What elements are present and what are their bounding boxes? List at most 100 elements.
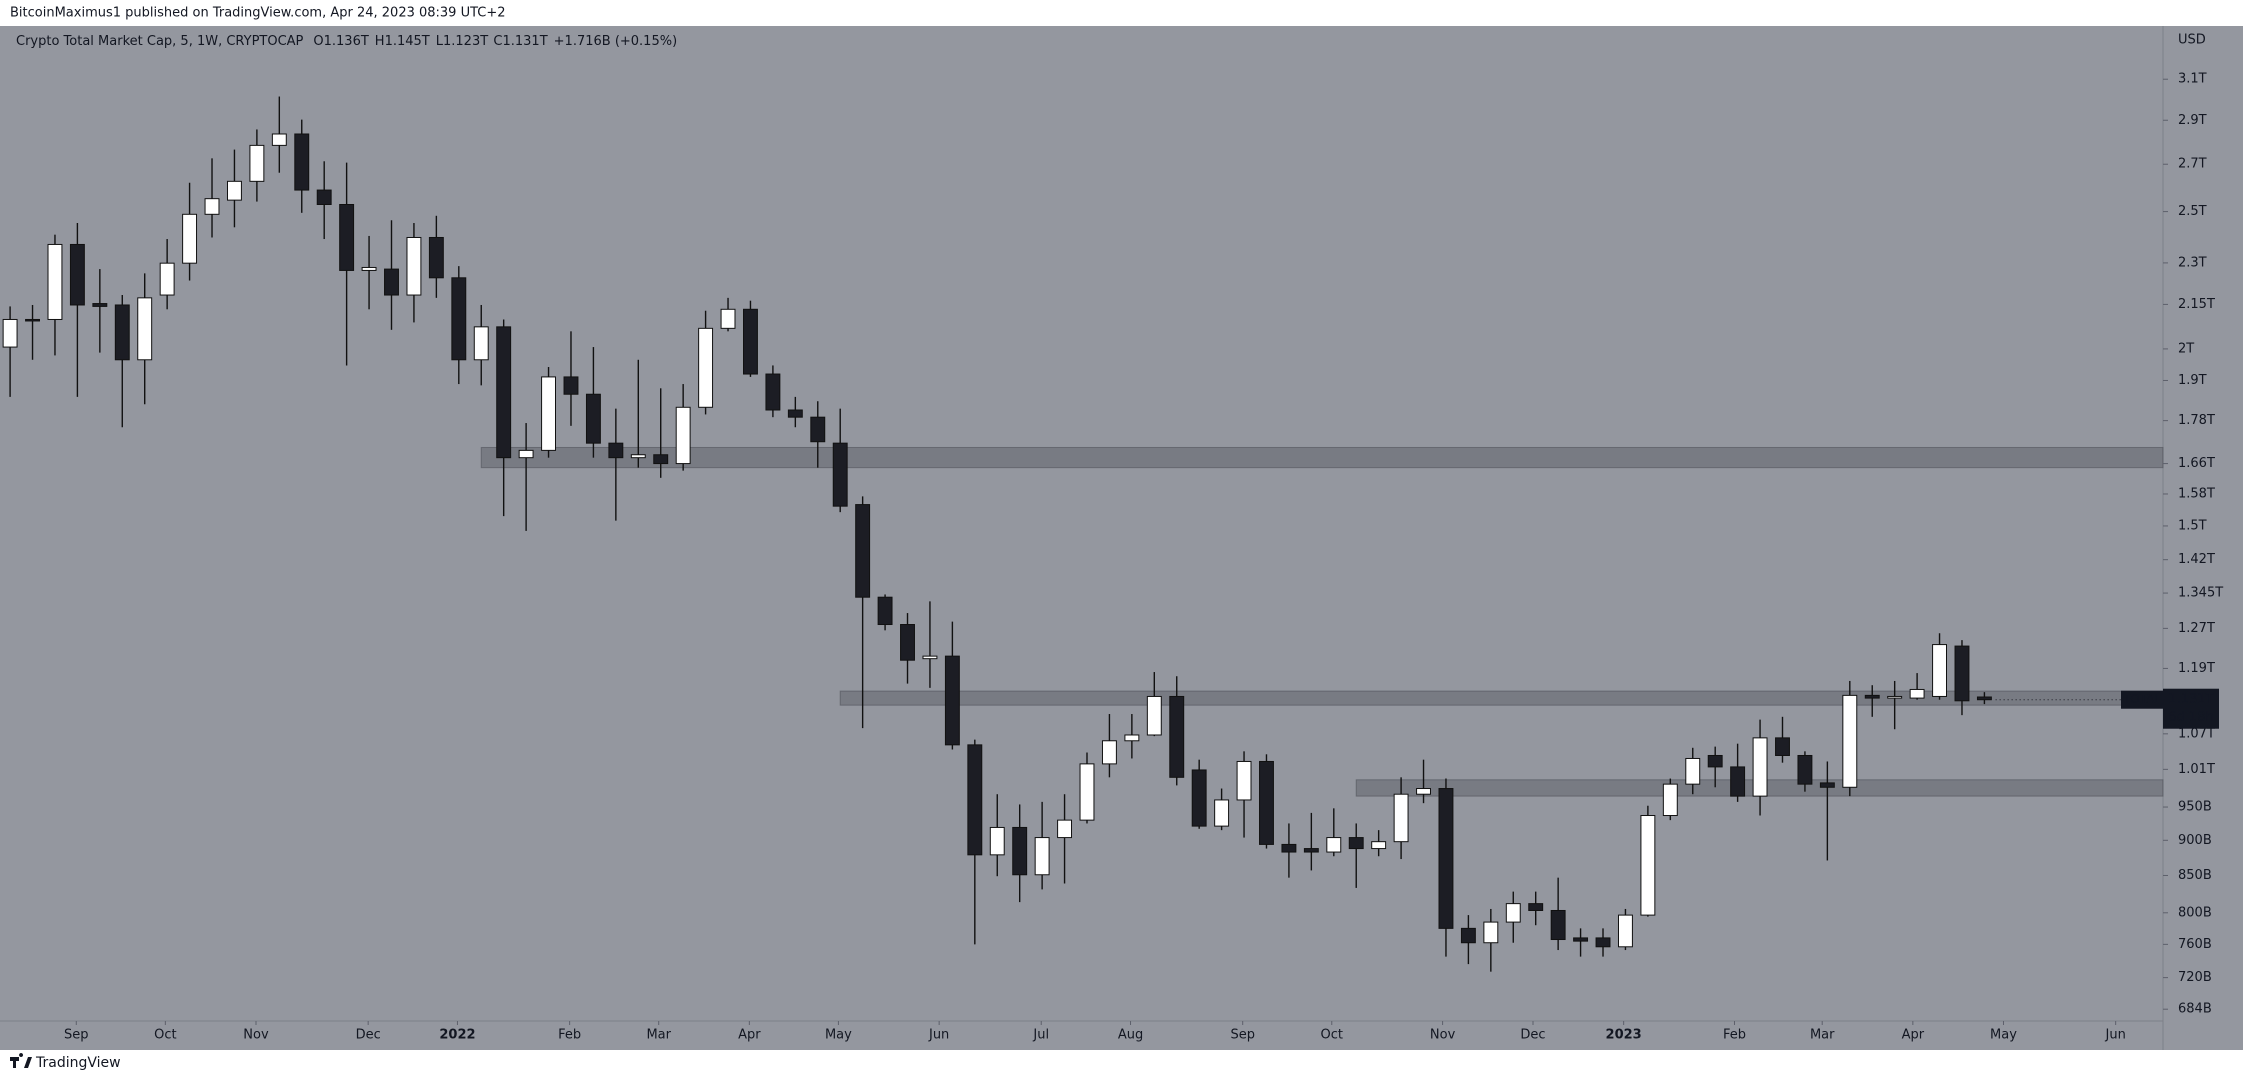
y-tick-label: 2.7T <box>2178 157 2207 172</box>
candle-body <box>114 304 130 361</box>
candle-body <box>384 268 399 296</box>
candle-body <box>1595 937 1611 948</box>
price-zone <box>480 446 2164 469</box>
candle-body <box>1640 815 1656 916</box>
candle-body <box>1393 793 1409 843</box>
candle-body <box>1124 734 1140 742</box>
candle-body <box>1259 760 1274 845</box>
candle-body <box>2 318 18 348</box>
candle-body <box>743 308 758 375</box>
x-tick-label: Mar <box>1810 1028 1835 1043</box>
y-tick-label: 850B <box>2178 868 2212 883</box>
symbol-title: Crypto Total Market Cap, 5, 1W, CRYPTOCA… <box>16 34 304 49</box>
x-tick-label: Oct <box>154 1028 176 1043</box>
ohlc-value: 1.136T <box>324 34 369 49</box>
candle-body <box>944 655 960 746</box>
brand: TradingView <box>10 1053 121 1071</box>
candle-body <box>967 744 983 856</box>
candle-body <box>1281 843 1297 853</box>
candle-body <box>1146 695 1162 736</box>
candle-body <box>1887 695 1903 699</box>
y-tick-label: 1.27T <box>2178 621 2215 636</box>
brand-logo <box>10 1053 32 1068</box>
y-tick-label: 2.15T <box>2178 297 2215 312</box>
candle-body <box>1057 819 1073 839</box>
y-tick-label: 1.58T <box>2178 486 2215 501</box>
x-tick-label: Nov <box>1430 1028 1456 1043</box>
chart-area <box>0 26 2243 1050</box>
candle-body <box>226 180 242 201</box>
symbol-tag-bg <box>2121 690 2163 709</box>
candle-body <box>1371 841 1387 850</box>
x-tick-label: Aug <box>1118 1028 1143 1043</box>
y-tick-label: 684B <box>2178 1002 2212 1017</box>
price-tag-bg <box>2163 688 2219 729</box>
ohlc-key: L <box>436 34 444 49</box>
candle-body <box>406 236 422 296</box>
x-tick-label: Jun <box>928 1028 949 1043</box>
x-tick-label: Apr <box>1902 1028 1925 1043</box>
x-tick-label: Sep <box>1230 1028 1255 1043</box>
x-tick-label: Jul <box>1032 1028 1049 1043</box>
candle-body <box>765 373 781 411</box>
candle-body <box>1775 737 1790 756</box>
candle-body <box>496 326 512 459</box>
candle-body <box>159 262 175 296</box>
candle-body <box>1169 695 1185 778</box>
candle-body <box>832 442 848 507</box>
y-tick-label: 1.78T <box>2178 413 2215 428</box>
candle-body <box>585 393 601 444</box>
ohlc-key: C <box>493 34 502 49</box>
x-tick-label: 2022 <box>439 1028 475 1043</box>
x-tick-label: Jun <box>2105 1028 2126 1043</box>
brand-name: TradingView <box>35 1055 121 1071</box>
candle-body <box>1079 763 1095 821</box>
x-tick-label: Feb <box>558 1028 581 1043</box>
x-tick-label: Oct <box>1321 1028 1343 1043</box>
candle-body <box>630 454 646 459</box>
candle-body <box>182 213 198 264</box>
x-tick-label: May <box>825 1028 852 1043</box>
candle-body <box>1730 766 1746 797</box>
candle-body <box>608 442 624 459</box>
axes: 684B 720B 760B 800B 850B 900B 950B 1.01T 1.07T 1.… <box>64 72 2223 1043</box>
symbol-tag: TOTAL <box>2122 692 2161 706</box>
y-tick-label: 1.01T <box>2178 762 2215 777</box>
candle-body <box>1685 757 1701 785</box>
candle-body <box>1819 782 1835 788</box>
candle-body <box>25 318 40 322</box>
ohlc-key: H <box>375 34 385 49</box>
x-tick-label: Nov <box>243 1028 269 1043</box>
currency-label: USD <box>2178 33 2206 48</box>
y-tick-label: 950B <box>2178 800 2212 815</box>
publisher-line: BitcoinMaximus1 published on TradingView… <box>10 6 506 21</box>
y-tick-label: 720B <box>2178 970 2212 985</box>
ohlc-key: O <box>313 34 323 49</box>
candle-body <box>1214 799 1230 827</box>
candle-body <box>1012 826 1028 876</box>
candle-body <box>1550 909 1566 941</box>
candle-body <box>787 409 803 418</box>
candle-body <box>877 596 893 626</box>
candle-body <box>1438 788 1454 929</box>
y-tick-label: 1.42T <box>2178 552 2215 567</box>
candle-body <box>541 376 557 451</box>
candle-body <box>473 326 489 361</box>
candles <box>2 96 1992 972</box>
candle-body <box>1101 740 1117 765</box>
candle-body <box>1505 903 1521 923</box>
candle-body <box>855 504 871 598</box>
candle-body <box>563 376 579 395</box>
x-tick-label: May <box>1990 1028 2017 1043</box>
candle-body <box>69 243 85 306</box>
y-tick-label: 1.66T <box>2178 456 2215 471</box>
y-tick-label: 2.3T <box>2178 255 2207 270</box>
symbol-legend: Crypto Total Market Cap, 5, 1W, CRYPTOCA… <box>16 34 677 49</box>
candle-body <box>653 454 669 465</box>
y-tick-label: 800B <box>2178 905 2212 920</box>
candle-body <box>900 624 915 661</box>
y-tick-label: 1.19T <box>2178 661 2215 676</box>
candle-body <box>47 243 63 320</box>
candle-body <box>1483 921 1499 944</box>
